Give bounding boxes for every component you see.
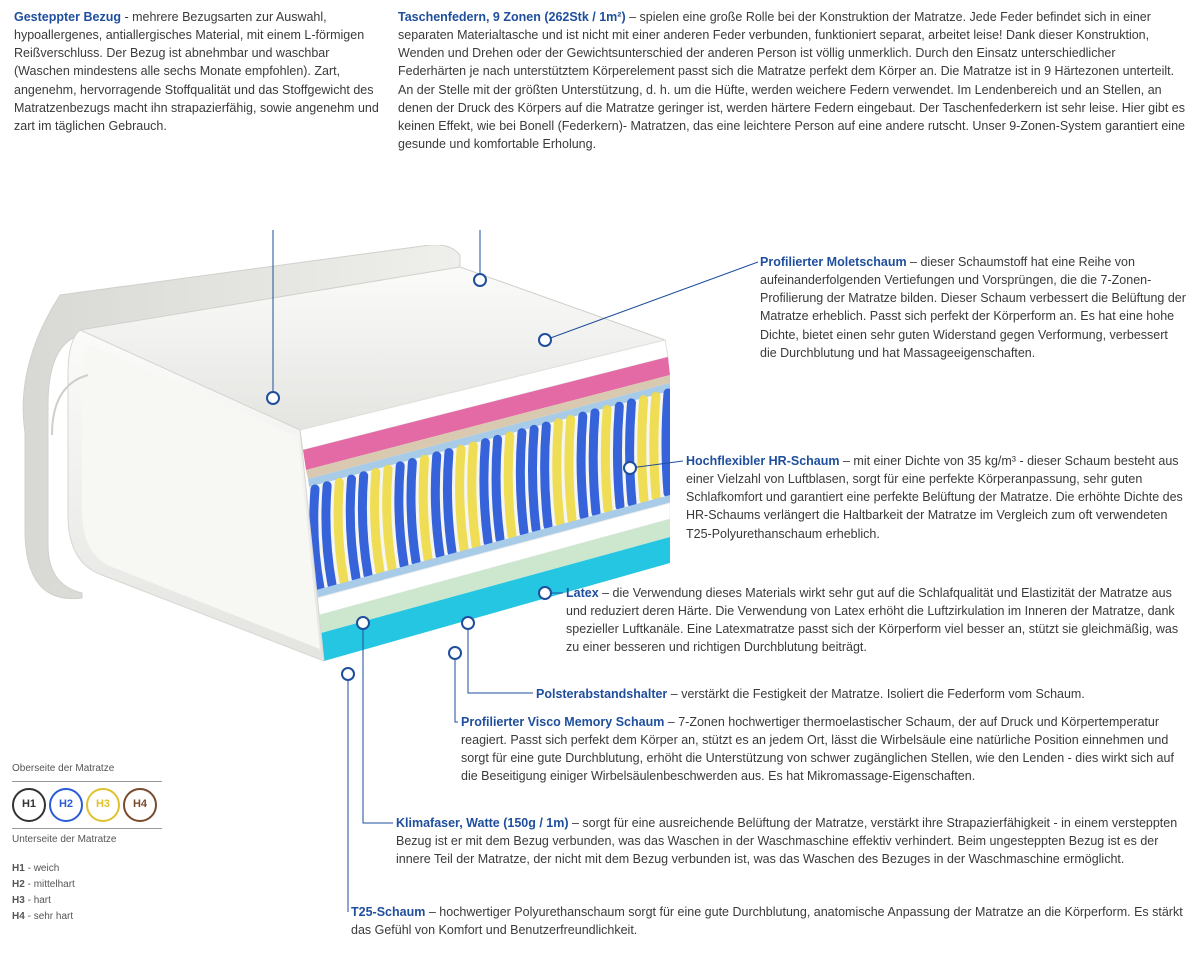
legend-row-h3: H3 - hart <box>12 893 162 909</box>
title-hr: Hochflexibler HR-Schaum <box>686 454 840 468</box>
title-klima: Klimafaser, Watte (150g / 1m) <box>396 816 569 830</box>
legend-row-h2: H2 - mittelhart <box>12 877 162 893</box>
body-spacer: – verstärkt die Festigkeit der Matratze.… <box>667 687 1085 701</box>
legend-row-h1: H1 - weich <box>12 861 162 877</box>
body-latex: – die Verwendung dieses Materials wirkt … <box>566 586 1178 654</box>
legend-bottom-label: Unterseite der Matratze <box>12 828 162 848</box>
title-t25: T25-Schaum <box>351 905 425 919</box>
body-molet: – dieser Schaumstoff hat eine Reihe von … <box>760 255 1186 360</box>
block-visco: Profilierter Visco Memory Schaum – 7-Zon… <box>461 713 1186 786</box>
legend-h3: H3 <box>86 788 120 822</box>
legend-circles: H1 H2 H3 H4 <box>12 788 162 822</box>
block-spacer: Polsterabstandshalter – verstärkt die Fe… <box>536 685 1186 703</box>
legend-h2: H2 <box>49 788 83 822</box>
block-t25: T25-Schaum – hochwertiger Polyurethansch… <box>351 903 1186 939</box>
legend-row-h4: H4 - sehr hart <box>12 909 162 925</box>
legend-h1: H1 <box>12 788 46 822</box>
hardness-legend: Oberseite der Matratze H1 H2 H3 H4 Unter… <box>12 760 162 925</box>
block-molet: Profilierter Moletschaum – dieser Schaum… <box>760 253 1186 362</box>
legend-top-label: Oberseite der Matratze <box>12 762 162 782</box>
block-latex: Latex – die Verwendung dieses Materials … <box>566 584 1186 657</box>
title-latex: Latex <box>566 586 599 600</box>
block-hr: Hochflexibler HR-Schaum – mit einer Dich… <box>686 452 1186 543</box>
title-spacer: Polsterabstandshalter <box>536 687 667 701</box>
body-t25: – hochwertiger Polyurethanschaum sorgt f… <box>351 905 1183 937</box>
title-molet: Profilierter Moletschaum <box>760 255 907 269</box>
legend-h4: H4 <box>123 788 157 822</box>
block-klima: Klimafaser, Watte (150g / 1m) – sorgt fü… <box>396 814 1186 868</box>
title-visco: Profilierter Visco Memory Schaum <box>461 715 664 729</box>
